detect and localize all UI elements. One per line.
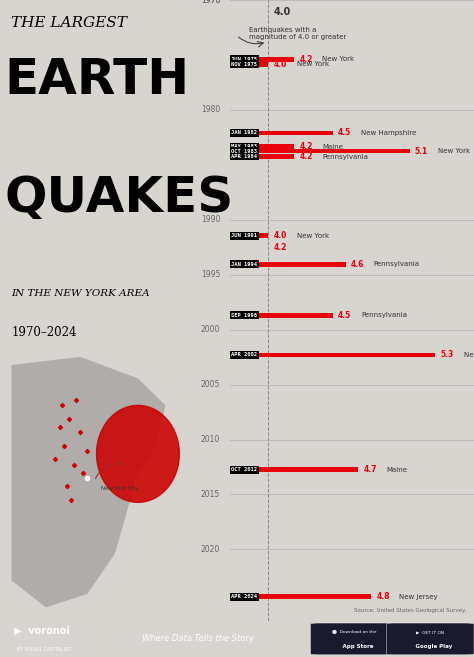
Text: 1970: 1970	[201, 0, 220, 5]
Text: New York: New York	[297, 233, 329, 238]
Text: Source: United States Geological Survey.: Source: United States Geological Survey.	[355, 608, 467, 614]
Text: SEP 1998: SEP 1998	[231, 313, 257, 318]
Text: New York: New York	[464, 352, 474, 358]
Point	[56, 422, 64, 432]
Bar	[230, 148, 410, 153]
Point	[79, 468, 87, 478]
Text: New York: New York	[297, 61, 329, 67]
Text: THE LARGEST: THE LARGEST	[11, 16, 128, 30]
Point	[77, 427, 84, 438]
Text: 4.5: 4.5	[338, 129, 351, 137]
Text: 5.1: 5.1	[415, 147, 428, 156]
Text: APR 2024: APR 2024	[231, 594, 257, 599]
Text: New York City: New York City	[101, 486, 139, 491]
Point	[63, 481, 71, 491]
Text: 2015: 2015	[201, 490, 220, 499]
Text: 1990: 1990	[201, 215, 220, 224]
Text: ▶  voronoi: ▶ voronoi	[14, 626, 70, 636]
Point	[65, 414, 73, 424]
Text: New Hampshire: New Hampshire	[361, 130, 416, 136]
Bar	[230, 154, 294, 159]
Point	[61, 440, 68, 451]
Text: 2020: 2020	[201, 545, 220, 554]
Bar	[230, 131, 333, 135]
Text: OCT 1983: OCT 1983	[231, 148, 257, 154]
Bar	[230, 353, 436, 357]
Text: New York: New York	[438, 148, 470, 154]
Text: 4.0: 4.0	[273, 7, 291, 16]
Bar	[230, 595, 371, 599]
Text: Pennsylvania: Pennsylvania	[322, 154, 368, 160]
Bar	[230, 62, 268, 66]
Text: Google Play: Google Play	[408, 645, 453, 649]
Text: 1995: 1995	[201, 270, 220, 279]
Point	[83, 446, 91, 457]
Text: Maine: Maine	[387, 466, 408, 473]
Text: 4.7: 4.7	[364, 465, 377, 474]
Text: 4.6: 4.6	[351, 260, 364, 269]
Text: 4.2: 4.2	[299, 142, 313, 151]
Point	[67, 494, 75, 505]
Text: 4.2: 4.2	[299, 55, 313, 64]
Text: JAN 1994: JAN 1994	[231, 261, 257, 267]
Text: BY VISUAL CAPITALIST: BY VISUAL CAPITALIST	[14, 646, 72, 652]
Point	[51, 454, 59, 464]
Text: APR 2002: APR 2002	[231, 352, 257, 357]
Text: Where Data Tells the Story: Where Data Tells the Story	[142, 635, 254, 643]
Text: 4.0: 4.0	[273, 60, 287, 69]
Text: 4.2: 4.2	[273, 242, 287, 252]
Bar	[230, 262, 346, 267]
Text: Pennsylvania: Pennsylvania	[361, 312, 407, 319]
Text: 4.0: 4.0	[273, 231, 287, 240]
Bar	[230, 313, 333, 318]
Point	[72, 395, 80, 405]
Text: 1970–2024: 1970–2024	[11, 326, 77, 339]
Text: MAY 1983: MAY 1983	[231, 144, 257, 149]
Text: JUN 1975: JUN 1975	[231, 57, 257, 62]
Text: 4.2: 4.2	[299, 152, 313, 161]
Point	[58, 400, 66, 411]
Bar	[230, 57, 294, 62]
FancyBboxPatch shape	[310, 623, 398, 655]
Text: 5.3: 5.3	[441, 350, 454, 359]
Text: Maine: Maine	[322, 144, 343, 150]
Text: ▶  GET IT ON: ▶ GET IT ON	[416, 631, 445, 635]
FancyBboxPatch shape	[386, 623, 474, 655]
Text: JAN 1982: JAN 1982	[231, 131, 257, 135]
Text: APR 1984: APR 1984	[231, 154, 257, 159]
Text: IN THE NEW YORK AREA: IN THE NEW YORK AREA	[11, 288, 150, 298]
Text: EARTH: EARTH	[5, 56, 190, 104]
Text: NOV 1975: NOV 1975	[231, 62, 257, 67]
Text: JUN 1991: JUN 1991	[231, 233, 257, 238]
Text: 4.8: 4.8	[376, 592, 390, 601]
Text: 2010: 2010	[201, 435, 220, 444]
Text: ⬤  Download on the: ⬤ Download on the	[332, 630, 377, 635]
Polygon shape	[11, 357, 165, 607]
Text: 4.5: 4.5	[338, 311, 351, 320]
Text: New York: New York	[322, 57, 355, 62]
Text: 1980: 1980	[201, 105, 220, 114]
Text: Pennsylvania: Pennsylvania	[374, 261, 420, 267]
Bar	[230, 145, 294, 149]
Text: 2005: 2005	[201, 380, 220, 389]
Text: 2000: 2000	[201, 325, 220, 334]
Bar	[230, 468, 358, 472]
Text: 1970: 1970	[201, 0, 220, 5]
Text: Earthquakes with a
magnitude of 4.0 or greater: Earthquakes with a magnitude of 4.0 or g…	[249, 28, 346, 41]
Text: New Jersey: New Jersey	[400, 594, 438, 600]
Circle shape	[97, 405, 179, 503]
Text: QUAKES: QUAKES	[5, 174, 234, 222]
Point	[70, 459, 77, 470]
Text: OCT 2012: OCT 2012	[231, 467, 257, 472]
Bar	[230, 233, 268, 238]
Text: App Store: App Store	[335, 645, 374, 649]
